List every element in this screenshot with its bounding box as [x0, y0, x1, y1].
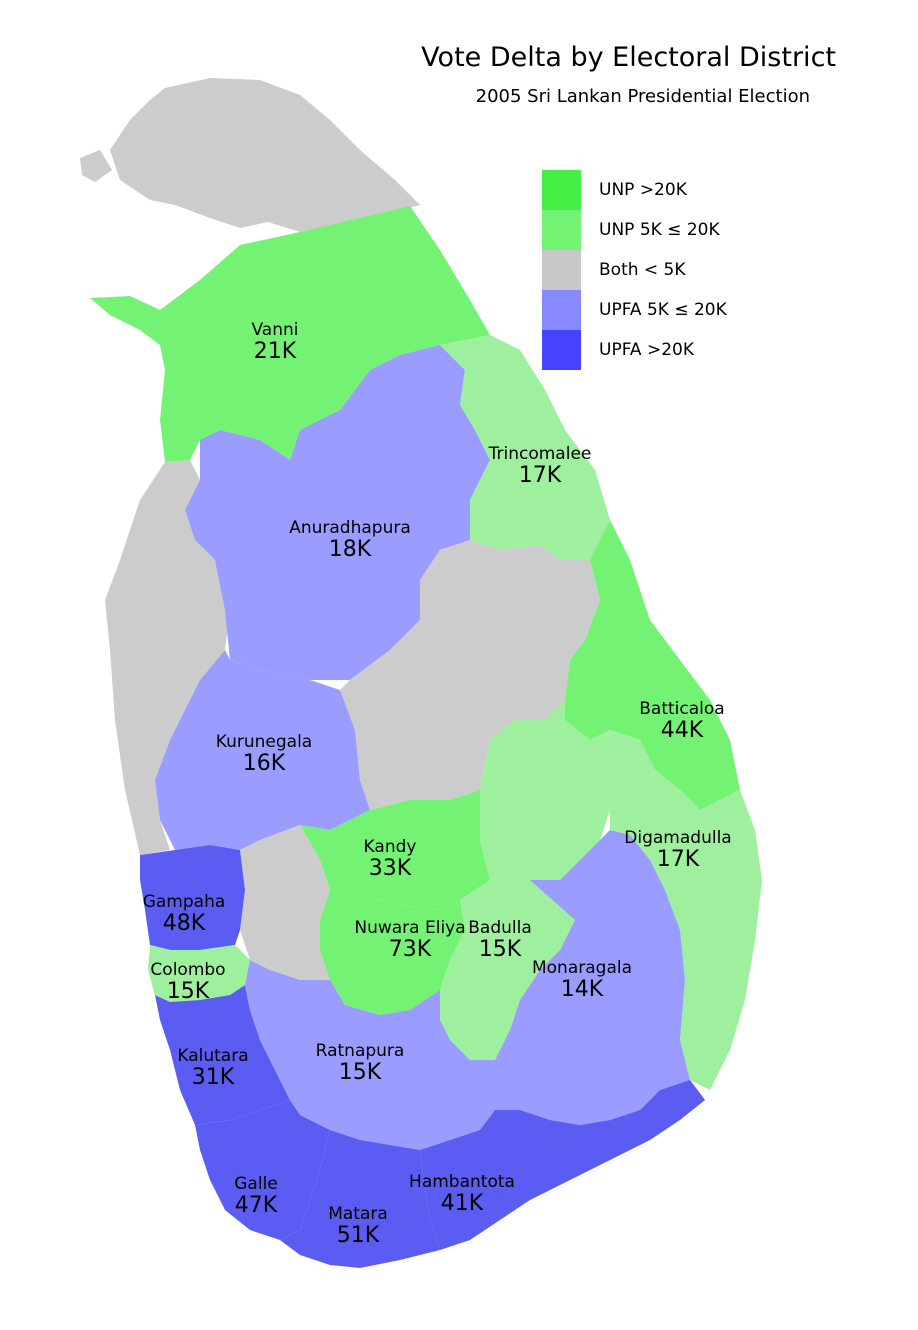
district-name: Batticaloa [639, 699, 725, 719]
legend-swatch-unp-mid [542, 210, 581, 250]
district-vote-delta: 73K [388, 937, 432, 962]
district-label-digamadulla: Digamadulla 17K [624, 830, 731, 871]
map-title: Vote Delta by Electoral District [421, 42, 836, 73]
district-label-trincomalee: Trincomalee 17K [489, 446, 592, 487]
legend-label: UPFA 5K ≤ 20K [599, 300, 727, 320]
district-kegalle [240, 825, 330, 980]
district-vote-delta: 18K [328, 537, 372, 562]
district-label-galle: Galle 47K [234, 1176, 278, 1217]
district-name: Badulla [468, 918, 532, 938]
district-matara [280, 1130, 440, 1268]
district-vote-delta: 41K [440, 1191, 484, 1216]
district-label-batticaloa: Batticaloa 44K [639, 701, 724, 742]
district-vote-delta: 51K [336, 1223, 380, 1248]
district-name: Digamadulla [624, 828, 732, 848]
district-label-matara: Matara 51K [328, 1206, 388, 1247]
district-badulla [440, 870, 575, 1060]
legend-swatch-upfa-mid [542, 290, 581, 330]
district-ampara-north [480, 700, 655, 880]
district-vote-delta: 14K [560, 977, 604, 1002]
legend-label: Both < 5K [599, 260, 686, 280]
district-label-anuradhapura: Anuradhapura 18K [289, 520, 411, 561]
district-label-hambantota: Hambantota 41K [409, 1174, 515, 1215]
legend-label: UPFA >20K [599, 340, 694, 360]
district-kandy [300, 790, 490, 910]
district-puttalam [105, 460, 230, 855]
district-vote-delta: 17K [518, 463, 562, 488]
district-vanni [90, 206, 490, 462]
district-ratnapura [245, 960, 495, 1150]
district-label-vanni: Vanni 21K [252, 322, 299, 363]
district-label-badulla: Badulla 15K [468, 920, 532, 961]
district-vote-delta: 15K [478, 937, 522, 962]
district-name: Galle [234, 1174, 278, 1194]
district-trincomalee [440, 335, 610, 560]
district-gampaha [140, 845, 245, 950]
district-label-monaragala: Monaragala 14K [532, 960, 632, 1001]
district-kalutara [155, 985, 290, 1125]
district-vote-delta: 44K [660, 718, 704, 743]
district-name: Vanni [251, 320, 299, 340]
district-kurunegala [155, 650, 370, 850]
district-name: Hambantota [409, 1172, 515, 1192]
district-name: Nuwara Eliya [354, 918, 466, 938]
district-nuwara-eliya [320, 890, 465, 1015]
district-monaragala [495, 830, 690, 1125]
legend-label: UNP 5K ≤ 20K [599, 220, 720, 240]
district-vote-delta: 31K [191, 1065, 235, 1090]
district-label-kalutara: Kalutara 31K [177, 1048, 248, 1089]
map-subtitle: 2005 Sri Lankan Presidential Election [475, 86, 810, 107]
legend-swatch-upfa-high [542, 330, 581, 370]
district-colombo [148, 945, 250, 1002]
district-polonnaruwa [340, 540, 600, 810]
district-name: Gampaha [142, 892, 226, 912]
district-label-gampaha: Gampaha 48K [143, 894, 226, 935]
district-vote-delta: 48K [162, 911, 206, 936]
district-label-kurunegala: Kurunegala 16K [216, 734, 312, 775]
legend-label: UNP >20K [599, 180, 687, 200]
district-name: Kalutara [177, 1046, 249, 1066]
district-vote-delta: 33K [368, 856, 412, 881]
district-vote-delta: 15K [338, 1060, 382, 1085]
district-hambantota [420, 1080, 705, 1250]
district-digamadulla [610, 770, 762, 1090]
district-name: Ratnapura [315, 1041, 405, 1061]
district-label-kandy: Kandy 33K [364, 839, 417, 880]
district-name: Kurunegala [215, 732, 313, 752]
district-vote-delta: 15K [166, 979, 210, 1004]
district-name: Kandy [363, 837, 417, 857]
district-label-ratnapura: Ratnapura 15K [316, 1043, 405, 1084]
district-vote-delta: 47K [234, 1193, 278, 1218]
island-fragment [80, 150, 112, 182]
district-galle [195, 1100, 330, 1240]
district-name: Monaragala [531, 958, 633, 978]
legend-swatch-unp-high [542, 170, 581, 210]
district-jaffna-region [110, 78, 420, 232]
district-name: Colombo [150, 960, 226, 980]
legend-swatch-both-low [542, 250, 581, 290]
district-label-colombo: Colombo 15K [150, 962, 225, 1003]
district-name: Anuradhapura [289, 518, 411, 538]
district-batticaloa [565, 520, 740, 810]
district-label-nuwara-eliya: Nuwara Eliya 73K [354, 920, 465, 961]
district-vote-delta: 21K [253, 339, 297, 364]
district-vote-delta: 16K [242, 751, 286, 776]
district-name: Trincomalee [488, 444, 592, 464]
district-vote-delta: 17K [656, 847, 700, 872]
island-fragment [125, 135, 150, 156]
district-name: Matara [328, 1204, 388, 1224]
district-anuradhapura [185, 345, 490, 680]
